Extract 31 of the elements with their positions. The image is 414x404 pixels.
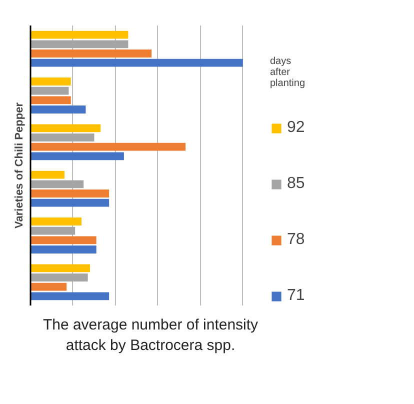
- bar: [30, 106, 86, 114]
- bar: [30, 30, 128, 39]
- bar: [30, 152, 124, 160]
- bar: [30, 134, 94, 142]
- bar: [30, 78, 71, 86]
- bar: [30, 292, 110, 300]
- legend-label: 71: [287, 287, 306, 305]
- bar: [30, 274, 88, 282]
- bar: [30, 246, 96, 254]
- legend-label: 85: [287, 175, 306, 193]
- bar: [30, 124, 101, 132]
- x-axis-title: The average number of intensity attack by Bactrocera spp.: [42, 316, 259, 354]
- bar: [30, 40, 128, 48]
- bar: [30, 282, 67, 291]
- bar: [30, 236, 96, 244]
- bar: [30, 50, 152, 58]
- bar: [30, 190, 110, 198]
- bar: [30, 218, 82, 226]
- legend-label: 78: [287, 231, 306, 249]
- bar: [30, 96, 71, 104]
- bar: [30, 86, 69, 95]
- bar: [30, 198, 110, 207]
- bar: [30, 226, 76, 235]
- bar: [30, 180, 84, 188]
- bar: [30, 264, 90, 272]
- legend-label: 92: [287, 119, 306, 137]
- bar: [30, 142, 186, 151]
- legend-title: days after planting: [270, 56, 306, 89]
- bar: [30, 58, 243, 67]
- y-axis-title: Varieties of Chili Pepper: [14, 102, 26, 228]
- bar: [30, 170, 64, 179]
